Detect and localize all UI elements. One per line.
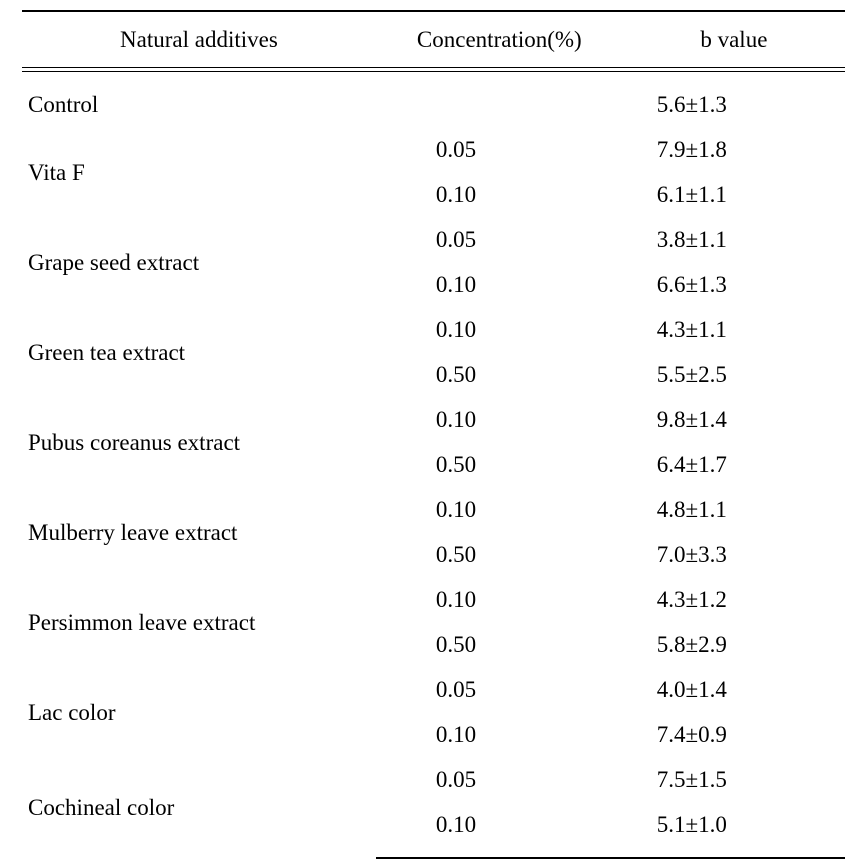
- table-row: Cochineal color0.057.5±1.5: [22, 757, 845, 802]
- table-body: Control5.6±1.3Vita F0.057.9±1.80.106.1±1…: [22, 72, 845, 859]
- table-row: Control 5.6±1.3: [22, 72, 845, 128]
- cell-bvalue: 4.3±1.1: [623, 307, 845, 352]
- cell-additive: Cochineal color: [22, 757, 376, 858]
- page: Natural additives Concentration(%) b val…: [0, 0, 867, 845]
- cell-additive: Persimmon leave extract: [22, 577, 376, 667]
- table-header: Natural additives Concentration(%) b val…: [22, 11, 845, 72]
- cell-concentration: 0.05: [376, 667, 623, 712]
- cell-additive: Pubus coreanus extract: [22, 397, 376, 487]
- cell-concentration: 0.05: [376, 127, 623, 172]
- cell-bvalue: 5.6±1.3: [623, 72, 845, 128]
- cell-concentration: 0.50: [376, 532, 623, 577]
- cell-bvalue: 7.9±1.8: [623, 127, 845, 172]
- cell-additive: Vita F: [22, 127, 376, 217]
- cell-additive: Green tea extract: [22, 307, 376, 397]
- cell-concentration: 0.05: [376, 217, 623, 262]
- cell-concentration: 0.10: [376, 172, 623, 217]
- cell-bvalue: 9.8±1.4: [623, 397, 845, 442]
- cell-concentration: 0.10: [376, 397, 623, 442]
- cell-concentration: [376, 72, 623, 128]
- table-row: Lac color0.054.0±1.4: [22, 667, 845, 712]
- cell-additive: Mulberry leave extract: [22, 487, 376, 577]
- cell-bvalue: 6.1±1.1: [623, 172, 845, 217]
- cell-additive: Lac color: [22, 667, 376, 757]
- cell-concentration: 0.50: [376, 442, 623, 487]
- cell-concentration: 0.10: [376, 802, 623, 858]
- header-bvalue: b value: [623, 11, 845, 68]
- cell-bvalue: 4.3±1.2: [623, 577, 845, 622]
- cell-bvalue: 7.0±3.3: [623, 532, 845, 577]
- header-concentration: Concentration(%): [376, 11, 623, 68]
- cell-bvalue: 7.4±0.9: [623, 712, 845, 757]
- cell-concentration: 0.05: [376, 757, 623, 802]
- table-row: Green tea extract0.104.3±1.1: [22, 307, 845, 352]
- cell-bvalue: 5.8±2.9: [623, 622, 845, 667]
- cell-additive: Grape seed extract: [22, 217, 376, 307]
- cell-bvalue: 6.4±1.7: [623, 442, 845, 487]
- table-row: Mulberry leave extract0.104.8±1.1: [22, 487, 845, 532]
- cell-additive: Control: [22, 72, 376, 128]
- cell-concentration: 0.10: [376, 307, 623, 352]
- cell-bvalue: 5.1±1.0: [623, 802, 845, 858]
- cell-concentration: 0.10: [376, 712, 623, 757]
- cell-bvalue: 3.8±1.1: [623, 217, 845, 262]
- header-row: Natural additives Concentration(%) b val…: [22, 11, 845, 68]
- table-row: Vita F0.057.9±1.8: [22, 127, 845, 172]
- cell-bvalue: 4.8±1.1: [623, 487, 845, 532]
- table-row: Grape seed extract0.053.8±1.1: [22, 217, 845, 262]
- cell-concentration: 0.50: [376, 622, 623, 667]
- cell-bvalue: 6.6±1.3: [623, 262, 845, 307]
- cell-bvalue: 5.5±2.5: [623, 352, 845, 397]
- cell-concentration: 0.50: [376, 352, 623, 397]
- data-table: Natural additives Concentration(%) b val…: [22, 10, 845, 859]
- table-row: Pubus coreanus extract0.109.8±1.4: [22, 397, 845, 442]
- cell-bvalue: 7.5±1.5: [623, 757, 845, 802]
- cell-concentration: 0.10: [376, 262, 623, 307]
- cell-concentration: 0.10: [376, 487, 623, 532]
- cell-concentration: 0.10: [376, 577, 623, 622]
- table-row: Persimmon leave extract0.104.3±1.2: [22, 577, 845, 622]
- header-additive: Natural additives: [22, 11, 376, 68]
- cell-bvalue: 4.0±1.4: [623, 667, 845, 712]
